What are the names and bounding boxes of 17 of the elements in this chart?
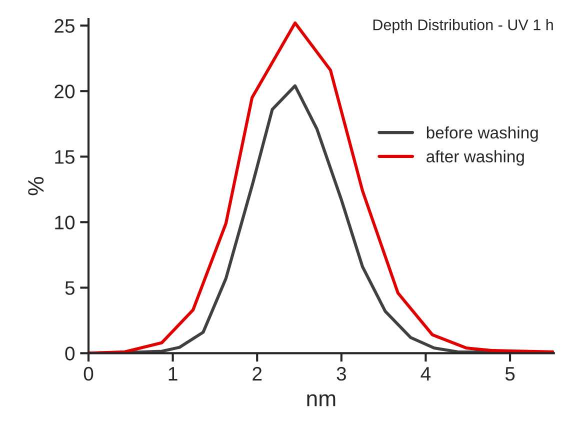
x-tick-label: 0 [84, 366, 94, 381]
y-tick-label: 20 [54, 84, 75, 98]
x-tick-label: 2 [252, 366, 262, 380]
x-axis-title: nm [307, 394, 336, 406]
y-tick-label: 25 [54, 19, 74, 33]
legend-label: before washing [426, 126, 538, 142]
y-tick-label: 5 [65, 281, 74, 295]
y-tick-label: 10 [55, 216, 75, 230]
x-tick-label: 4 [420, 367, 431, 380]
chart-title: Depth Distribution - UV 1 h [373, 19, 553, 34]
x-tick-label: 5 [505, 367, 515, 381]
y-axis-title: % [28, 177, 44, 196]
x-tick-label: 3 [336, 366, 346, 381]
x-tick-label: 1 [168, 367, 178, 380]
y-tick-label: 15 [55, 150, 74, 164]
y-tick-label: 0 [65, 346, 75, 360]
legend-label: after washing [426, 150, 524, 166]
